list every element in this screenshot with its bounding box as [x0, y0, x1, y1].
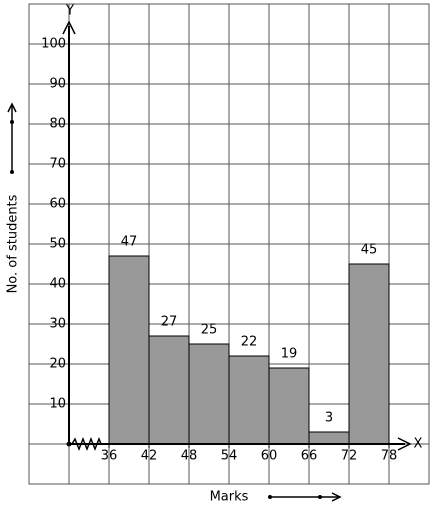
x-axis-label: Marks: [210, 490, 249, 505]
data-label: 19: [281, 347, 298, 362]
data-label: 3: [325, 411, 333, 426]
x-tick-label: 78: [381, 449, 398, 464]
x-label-arrow: [268, 492, 342, 502]
data-label: 45: [361, 243, 378, 258]
x-tick-label: 72: [341, 449, 358, 464]
data-label: 25: [201, 323, 218, 338]
bar: [108, 255, 150, 445]
data-label: 47: [121, 235, 138, 250]
x-tick-label: 36: [101, 449, 118, 464]
bar: [188, 343, 230, 445]
y-tick-label: 30: [49, 317, 66, 332]
y-arrow: [62, 20, 76, 35]
bars: [108, 255, 390, 445]
x-tick-label: 48: [181, 449, 198, 464]
bar: [148, 335, 190, 445]
data-label: 22: [241, 335, 258, 350]
bar: [268, 367, 310, 445]
bar: [228, 355, 270, 445]
bar: [348, 263, 390, 445]
x-tick-label: 42: [141, 449, 158, 464]
y-tick-label: 50: [49, 237, 66, 252]
data-label: 27: [161, 315, 178, 330]
origin: [66, 441, 72, 447]
y-axis-name: Y: [65, 4, 74, 19]
y-tick-label: 40: [49, 277, 66, 292]
y-tick-label: 90: [49, 77, 66, 92]
axis-break: [71, 436, 102, 452]
x-tick-label: 60: [261, 449, 278, 464]
y-tick-label: 70: [49, 157, 66, 172]
x-axis-name: X: [414, 437, 423, 452]
x-arrow: [397, 437, 412, 451]
y-tick-label: 100: [41, 37, 66, 52]
y-tick-label: 60: [49, 197, 66, 212]
y-tick-label: 10: [49, 397, 66, 412]
x-tick-label: 54: [221, 449, 238, 464]
y-label-arrow: [7, 102, 17, 174]
y-axis-label: No. of students: [6, 194, 21, 293]
y-tick-label: 20: [49, 357, 66, 372]
bar: [308, 431, 350, 445]
y-tick-label: 80: [49, 117, 66, 132]
x-tick-label: 66: [301, 449, 318, 464]
